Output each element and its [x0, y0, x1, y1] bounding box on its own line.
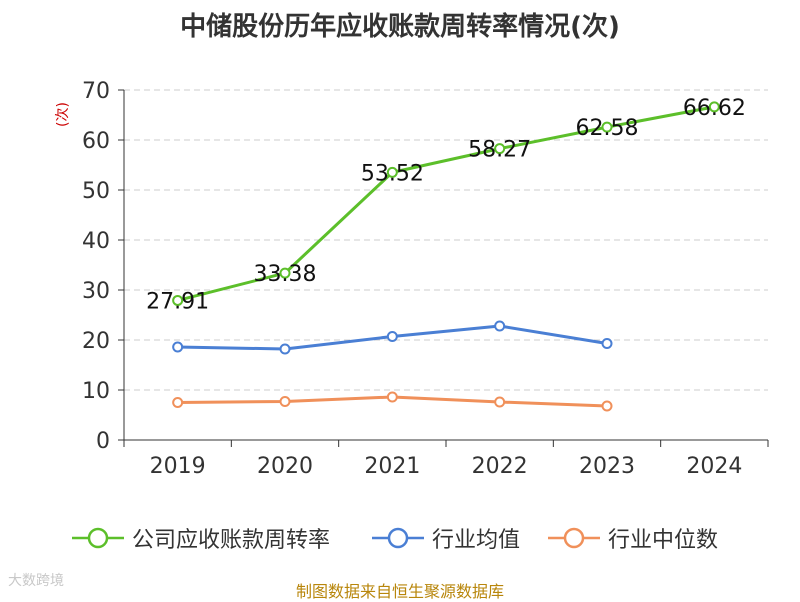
y-tick-label: 40 [82, 229, 110, 254]
data-point [494, 396, 506, 408]
data-point [601, 338, 613, 349]
data-label: 27.91 [146, 289, 209, 314]
watermark-logo: 大数跨境 [8, 573, 64, 589]
data-point [386, 166, 398, 178]
chart-title: 中储股份历年应收账款周转率情况(次) [180, 12, 620, 42]
y-tick-label: 0 [96, 429, 110, 454]
y-tick-label: 10 [82, 379, 110, 404]
y-tick-label: 30 [82, 279, 110, 304]
source-note: 制图数据来自恒生聚源数据库 [295, 582, 504, 601]
data-point [601, 121, 613, 133]
legend-label-company: 公司应收账款周转率 [132, 528, 331, 553]
y-tick-label: 60 [82, 129, 110, 154]
data-point [279, 343, 291, 355]
y-tick-label: 50 [82, 179, 110, 204]
legend-marker-company [72, 527, 124, 549]
data-label: 66.62 [683, 96, 746, 121]
legend-item-industry-median[interactable]: 行业中位数 [548, 518, 718, 558]
data-point [172, 397, 184, 408]
x-tick-label: 2023 [579, 454, 635, 479]
series-line [177, 105, 715, 302]
data-point [601, 400, 613, 412]
legend-item-industry-average[interactable]: 行业均值 [372, 518, 520, 558]
legend: 公司应收账款周转率 行业均值 行业中位数 [0, 518, 800, 558]
data-point [172, 341, 184, 353]
data-label: 33.38 [254, 262, 317, 287]
x-tick-label: 2022 [472, 454, 528, 479]
data-point [386, 391, 398, 403]
x-tick-label: 2021 [364, 454, 420, 479]
legend-label-industry-median: 行业中位数 [608, 528, 719, 553]
data-point [494, 320, 506, 332]
data-point [494, 143, 506, 155]
x-tick-label: 2020 [257, 454, 313, 479]
legend-item-company[interactable]: 公司应收账款周转率 [72, 518, 330, 558]
legend-label-industry-average: 行业均值 [432, 528, 521, 553]
data-label: 62.58 [576, 116, 639, 141]
data-point [172, 294, 184, 306]
legend-marker-industry-median [548, 527, 600, 549]
data-point [279, 267, 291, 279]
data-label: 53.52 [361, 161, 424, 186]
data-point [708, 101, 720, 113]
y-tick-label: 70 [82, 79, 110, 104]
data-point [279, 396, 291, 407]
data-point [386, 331, 398, 342]
x-tick-label: 2019 [150, 454, 206, 479]
x-tick-label: 2024 [686, 454, 742, 479]
y-tick-label: 20 [82, 329, 110, 354]
data-label: 58.27 [468, 138, 531, 163]
legend-marker-industry-average [372, 527, 424, 549]
